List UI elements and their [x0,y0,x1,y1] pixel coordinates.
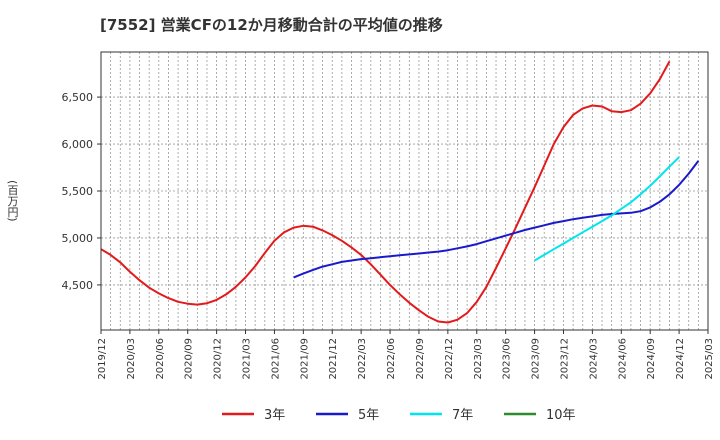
x-tick-label: 2022/09 [415,338,426,380]
legend: 3年 5年 7年 10年 [222,408,576,423]
x-tick-label: 2020/03 [126,338,137,380]
x-tick-label: 2020/12 [213,338,224,380]
series-line-5年 [293,160,700,279]
x-tick-label: 2020/06 [155,338,166,380]
series-line-3年 [100,60,671,324]
plot-area-frame [100,51,709,331]
y-axis-ticks: 4,500 5,000 5,500 6,000 6,500 [62,91,101,292]
x-tick-label: 2024/03 [588,338,599,380]
x-tick-label: 2025/03 [704,338,715,380]
legend-label: 10年 [546,408,576,423]
series-line-7年 [534,156,680,262]
y-tick-label: 4,500 [62,279,94,292]
x-tick-label: 2021/03 [242,338,253,380]
x-tick-label: 2022/06 [386,338,397,380]
x-tick-label: 2021/06 [270,338,281,380]
y-tick-label: 5,000 [62,232,94,245]
x-tick-label: 2021/12 [328,338,339,380]
x-tick-label: 2023/09 [531,338,542,380]
x-tick-label: 2020/09 [184,338,195,380]
x-tick-label: 2019/12 [97,338,108,380]
x-tick-label: 2023/06 [502,338,513,380]
x-axis-ticks: 2019/12 2020/03 2020/06 2020/09 2020/12 2021/… [97,330,715,380]
y-tick-label: 6,500 [62,91,94,104]
x-tick-label: 2023/12 [559,338,570,380]
x-tick-label: 2024/06 [617,338,628,380]
x-tick-label: 2022/03 [357,338,368,380]
x-tick-label: 2022/12 [444,338,455,380]
legend-label: 3年 [264,408,285,423]
legend-label: 5年 [358,408,379,423]
y-axis-label: (百万円) [6,180,19,222]
x-tick-label: 2023/03 [473,338,484,380]
legend-label: 7年 [452,408,473,423]
x-tick-label: 2024/12 [675,338,686,380]
series-layer [100,60,700,324]
x-tick-label: 2021/09 [299,338,310,380]
chart-title: [7552] 営業CFの12か月移動合計の平均値の推移 [100,16,443,34]
x-tick-label: 2024/09 [646,338,657,380]
y-tick-label: 5,500 [62,185,94,198]
grid-lines [100,52,709,330]
y-tick-label: 6,000 [62,138,94,151]
